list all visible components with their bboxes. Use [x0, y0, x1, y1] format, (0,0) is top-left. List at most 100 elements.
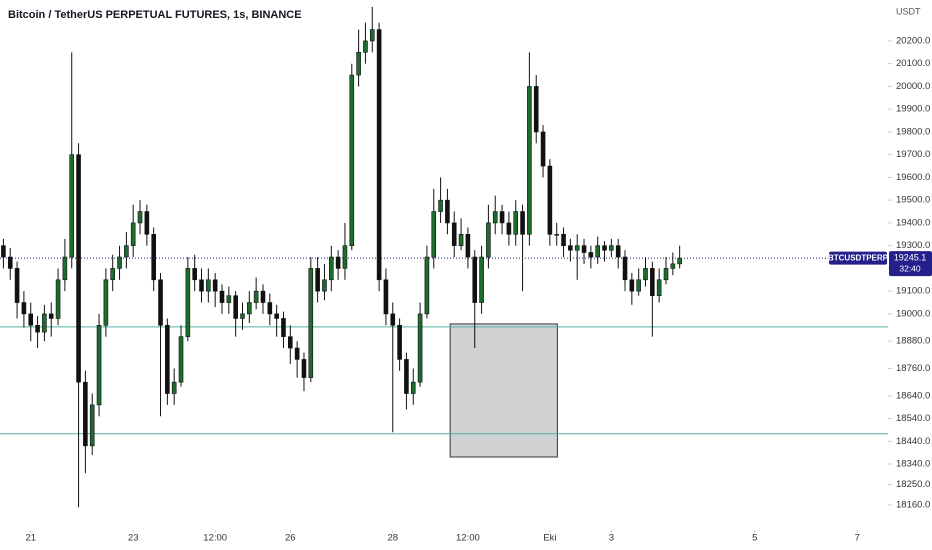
candle-body	[438, 199, 443, 212]
candle-body	[574, 245, 580, 251]
y-tick-label: 19600.0	[896, 172, 930, 183]
x-tick-label: 12:00	[456, 533, 480, 544]
candle-body	[165, 324, 170, 394]
candle-body	[233, 295, 238, 319]
candle-body	[533, 86, 539, 133]
candle-body	[588, 252, 594, 258]
x-tick-label: 3	[609, 533, 614, 544]
candle-body	[1, 245, 6, 258]
candle-body	[274, 313, 279, 319]
candle-body	[69, 154, 75, 258]
candle-body	[369, 29, 375, 42]
y-tick-label: 18440.0	[896, 436, 930, 447]
x-tick-label: 26	[285, 533, 296, 544]
x-tick-label: 7	[855, 533, 860, 544]
candle-body	[137, 211, 143, 224]
candle-body	[322, 279, 327, 292]
price-box	[889, 251, 932, 277]
candle-body	[445, 199, 450, 224]
y-tick-label: 19700.0	[896, 149, 930, 160]
candle-body	[83, 381, 88, 447]
candle-body	[479, 256, 484, 303]
candle-body	[520, 211, 525, 235]
candle-body	[219, 290, 225, 303]
candle-body	[404, 359, 409, 394]
candle-body	[499, 211, 505, 224]
candle-body	[622, 256, 628, 281]
y-tick-label: 20200.0	[896, 35, 930, 46]
candle-body	[103, 279, 109, 326]
range-box	[449, 323, 558, 458]
candle-body	[540, 131, 546, 167]
y-tick-label: 19900.0	[896, 104, 930, 115]
candle-body	[28, 313, 34, 326]
candle-body	[247, 302, 252, 315]
candle-body	[253, 290, 259, 303]
candle-body	[356, 52, 361, 76]
candle-body	[568, 245, 573, 251]
x-tick-label: Eki	[543, 533, 556, 544]
y-tick-label: 19800.0	[896, 126, 930, 137]
candle-body	[527, 86, 532, 235]
y-tick-label: 19400.0	[896, 217, 930, 228]
candle-body	[76, 154, 81, 383]
candle-body	[677, 257, 682, 265]
candle-body	[383, 279, 389, 315]
candle-body	[171, 381, 177, 394]
symbol-label: BTCUSDTPERP	[828, 253, 889, 262]
y-tick-label: 18540.0	[896, 413, 930, 424]
candle-body	[417, 313, 423, 383]
y-tick-label: 19300.0	[896, 240, 930, 251]
countdown-label: 32:40	[899, 263, 921, 273]
y-tick-label: 18640.0	[896, 390, 930, 401]
candle-body	[117, 256, 122, 269]
candle-body	[48, 313, 54, 319]
candle-body	[465, 233, 471, 258]
y-tick-label: 20100.0	[896, 58, 930, 69]
candle-body	[349, 74, 355, 246]
candle-body	[335, 256, 341, 269]
candle-body	[14, 268, 20, 303]
candle-body	[472, 256, 478, 303]
candle-body	[144, 211, 150, 235]
candle-body	[260, 290, 266, 303]
candle-body	[328, 256, 334, 281]
candle-body	[226, 295, 232, 303]
candle-body	[301, 359, 307, 378]
candle-body	[96, 324, 102, 406]
candle-body	[130, 222, 136, 246]
candle-body	[397, 324, 402, 360]
x-tick-label: 28	[387, 533, 398, 544]
candle-body	[62, 256, 68, 281]
candle-body	[342, 245, 348, 269]
candle-body	[7, 256, 13, 269]
candle-body	[670, 263, 676, 269]
candle-body	[547, 165, 553, 235]
candle-body	[458, 233, 464, 246]
candle-body	[199, 279, 204, 292]
candle-body	[609, 245, 614, 251]
candle-body	[376, 29, 382, 281]
candle-body	[240, 313, 245, 319]
candle-body	[561, 233, 566, 246]
candle-body	[602, 245, 607, 251]
candle-body	[288, 336, 293, 349]
candle-body	[35, 324, 40, 333]
candle-body	[451, 222, 457, 246]
candle-body	[506, 222, 512, 235]
candle-body	[513, 211, 519, 235]
y-tick-label: 19100.0	[896, 286, 930, 297]
candle-body	[390, 313, 396, 326]
candle-body	[151, 233, 156, 281]
candle-body	[124, 245, 129, 258]
candle-body	[294, 347, 300, 360]
candle-body	[308, 268, 314, 378]
axis-unit: USDT	[896, 6, 921, 16]
y-tick-label: 18250.0	[896, 479, 930, 490]
candle-body	[42, 313, 47, 333]
candle-body	[492, 211, 498, 224]
candle-body	[643, 268, 648, 281]
candle-body	[315, 268, 320, 292]
